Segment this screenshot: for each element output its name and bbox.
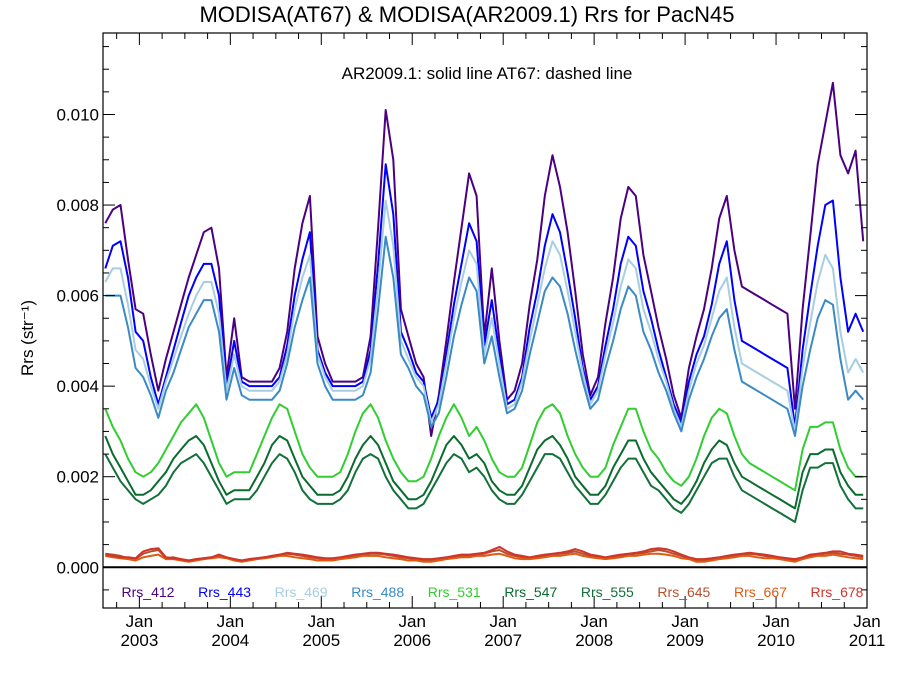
x-tick-label-year: 2005 <box>302 631 340 650</box>
legend-item-rrs-443: Rrs_443 <box>198 584 251 600</box>
x-tick-label-year: 2003 <box>120 631 158 650</box>
series-line-rrs-547 <box>104 435 864 510</box>
series-layer <box>104 81 865 563</box>
series-line-rrs-443 <box>104 163 865 428</box>
x-tick-label-year: 2008 <box>575 631 613 650</box>
series-line-rrs-488 <box>105 235 864 437</box>
x-tick-label-month: Jan <box>126 612 153 631</box>
series-line-rrs-667 <box>105 552 864 563</box>
axis-ticks: 0.0000.0020.0040.0060.0080.010Jan2003Jan… <box>56 33 885 650</box>
chart-title: MODISA(AT67) & MODISA(AR2009.1) Rrs for … <box>199 2 734 27</box>
plot-frame <box>102 32 868 609</box>
series-line-rrs-555 <box>104 453 864 523</box>
series-line-rrs-469 <box>104 199 865 433</box>
x-tick-label-year: 2007 <box>484 631 522 650</box>
x-tick-label-month: Jan <box>399 612 426 631</box>
x-tick-label-year: 2006 <box>393 631 431 650</box>
legend-item-rrs-555: Rrs_555 <box>581 584 634 600</box>
x-tick-label-month: Jan <box>762 612 789 631</box>
series-line-rrs-412 <box>104 81 865 437</box>
x-tick-label-year: 2004 <box>211 631 249 650</box>
legend-item-rrs-412: Rrs_412 <box>122 584 175 600</box>
legend-item-rrs-469: Rrs_469 <box>275 584 328 600</box>
series-line-rrs-531 <box>104 403 864 492</box>
x-tick-label-year: 2010 <box>757 631 795 650</box>
chart-subtitle: AR2009.1: solid line AT67: dashed line <box>342 64 633 83</box>
y-tick-label: 0.010 <box>56 105 99 124</box>
y-axis-label: Rrs (str⁻¹) <box>18 300 37 376</box>
y-tick-label: 0.002 <box>56 468 99 487</box>
x-tick-label-year: 2011 <box>849 631 886 650</box>
legend-item-rrs-547: Rrs_547 <box>504 584 557 600</box>
series-line-rrs-678 <box>105 545 864 562</box>
x-tick-label-month: Jan <box>671 612 698 631</box>
x-tick-label-month: Jan <box>489 612 516 631</box>
y-tick-label: 0.000 <box>56 558 99 577</box>
x-tick-label-year: 2009 <box>666 631 704 650</box>
legend-item-rrs-678: Rrs_678 <box>811 584 864 600</box>
x-tick-label-month: Jan <box>217 612 244 631</box>
x-tick-label-month: Jan <box>308 612 335 631</box>
legend-item-rrs-531: Rrs_531 <box>428 584 481 600</box>
legend-item-rrs-667: Rrs_667 <box>734 584 787 600</box>
x-tick-label-month: Jan <box>580 612 607 631</box>
y-tick-label: 0.008 <box>56 196 99 215</box>
y-tick-label: 0.004 <box>56 377 99 396</box>
legend-item-rrs-645: Rrs_645 <box>657 584 710 600</box>
x-tick-label-month: Jan <box>853 612 880 631</box>
legend: Rrs_412 Rrs_443 Rrs_469 Rrs_488 Rrs_531 Rrs_5… <box>122 584 864 600</box>
y-tick-label: 0.006 <box>56 287 99 306</box>
legend-item-rrs-488: Rrs_488 <box>351 584 404 600</box>
